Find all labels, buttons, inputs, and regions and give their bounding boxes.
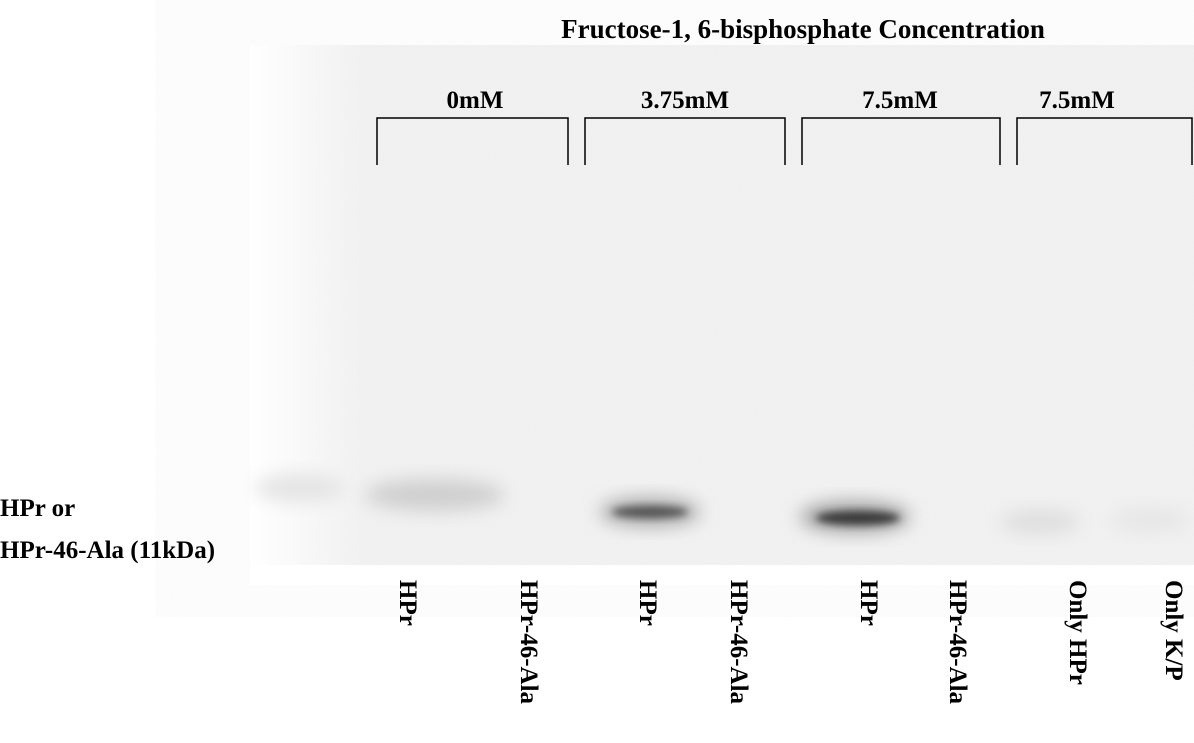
figure-title: Fructose-1, 6-bisphosphate Concentration [561,14,1045,44]
lane-label: Only HPr [1064,580,1091,685]
group-label: 7.5mM [862,87,938,114]
lane-label: HPr [394,580,421,626]
lane-label: HPr [855,580,882,626]
figure: Fructose-1, 6-bisphosphate Concentration… [0,0,1194,743]
lane-label: Only K/P [1160,580,1187,681]
group-label: 7.5mM [1039,87,1115,114]
gel-image [250,45,1194,585]
group-label: 0mM [447,87,504,114]
lane-label: HPr-46-Ala [515,580,542,705]
group-label: 3.75mM [641,87,729,114]
band-label: HPr or [0,495,75,522]
lane-label: HPr-46-Ala [944,580,971,705]
band-label: HPr-46-Ala (11kDa) [0,537,215,564]
lane-label: HPr [634,580,661,626]
lane-label: HPr-46-Ala [725,580,752,705]
